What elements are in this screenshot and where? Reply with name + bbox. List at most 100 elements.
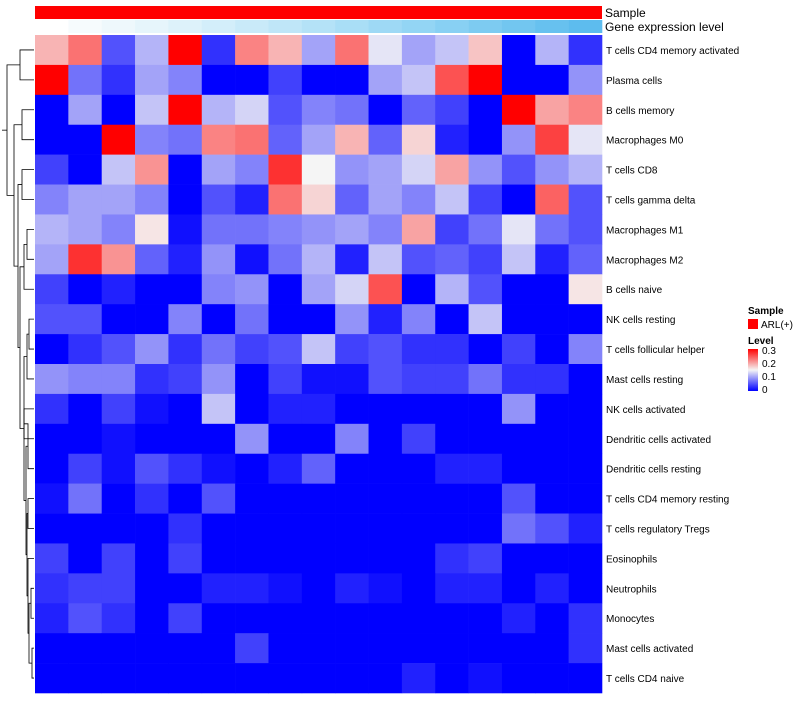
heatmap-cell: [68, 453, 103, 484]
legend-level-title: Level: [748, 336, 774, 347]
heatmap-cell: [201, 64, 236, 96]
heatmap-cell: [135, 94, 169, 126]
heatmap-cell: [35, 274, 69, 305]
heatmap-cell: [101, 274, 136, 305]
heatmap-cell: [301, 214, 336, 245]
heatmap-cell: [68, 124, 103, 155]
heatmap-cell: [68, 35, 103, 66]
heatmap-cell: [201, 633, 236, 664]
heatmap-cell: [335, 483, 369, 514]
heatmap-cell: [468, 513, 503, 544]
row-label: Dendritic cells activated: [606, 435, 711, 446]
dendrogram-branch: [23, 243, 34, 290]
heatmap-cell: [401, 304, 436, 335]
heatmap-cell: [268, 483, 303, 514]
heatmap-cell: [68, 274, 103, 305]
heatmap-cell: [301, 423, 336, 455]
annotation-cell-expression: [201, 20, 236, 33]
heatmap-cell: [535, 304, 569, 335]
heatmap-cell: [135, 304, 169, 335]
heatmap-cell: [335, 304, 369, 335]
heatmap-cell: [501, 64, 536, 96]
heatmap-cell: [235, 184, 269, 215]
heatmap-cell: [301, 154, 336, 185]
heatmap-cell: [135, 124, 169, 155]
heatmap-cell: [435, 633, 469, 664]
dendrogram-branch: [28, 318, 34, 350]
heatmap-cell: [368, 304, 403, 335]
heatmap-cell: [68, 214, 103, 245]
heatmap-cell: [401, 124, 436, 155]
row-label: Mast cells activated: [606, 644, 693, 655]
heatmap-cell: [468, 603, 503, 634]
row-label: Neutrophils: [606, 584, 657, 595]
heatmap-cell: [35, 94, 69, 126]
heatmap-cell: [168, 423, 203, 455]
heatmap-cell: [268, 423, 303, 455]
heatmap-cell: [101, 244, 136, 275]
heatmap-cell: [435, 244, 469, 275]
heatmap-cell: [535, 364, 569, 395]
row-label: Macrophages M2: [606, 255, 684, 266]
heatmap-cell: [468, 364, 503, 395]
heatmap-cell: [401, 274, 436, 305]
heatmap-cell: [435, 543, 469, 574]
heatmap-cell: [135, 364, 169, 395]
heatmap-cell: [301, 633, 336, 664]
heatmap-cell: [368, 513, 403, 544]
heatmap-cell: [35, 304, 69, 335]
annotation-cell-expression: [301, 20, 336, 33]
annotation-bar-sample: [35, 6, 602, 19]
heatmap-cell: [568, 513, 603, 544]
heatmap-cell: [501, 274, 536, 305]
heatmap-cell: [401, 453, 436, 484]
heatmap-cell: [268, 573, 303, 604]
heatmap-cell: [168, 573, 203, 604]
heatmap-cell: [268, 304, 303, 335]
heatmap-cell: [435, 483, 469, 514]
heatmap-cell: [201, 453, 236, 484]
heatmap-cell: [101, 663, 136, 694]
annotation-cell-expression: [235, 20, 269, 33]
heatmap-cell: [368, 35, 403, 66]
heatmap-cell: [435, 393, 469, 425]
heatmap-cell: [35, 453, 69, 484]
heatmap-cell: [535, 453, 569, 484]
heatmap-cell: [168, 633, 203, 664]
heatmap-cell: [301, 513, 336, 544]
heatmap-cell: [268, 364, 303, 395]
annotation-cell-expression: [501, 20, 536, 33]
heatmap-cell: [435, 453, 469, 484]
heatmap-cell: [135, 513, 169, 544]
heatmap-cell: [101, 94, 136, 126]
heatmap-cell: [468, 244, 503, 275]
heatmap-cell: [35, 334, 69, 365]
row-label: NK cells activated: [606, 405, 685, 416]
heatmap-cell: [535, 423, 569, 455]
heatmap-cell: [235, 364, 269, 395]
annotation-label-expression: Gene expression level: [605, 20, 724, 34]
heatmap-cell: [101, 603, 136, 634]
heatmap-cell: [201, 94, 236, 126]
annotation-cell-expression: [468, 20, 503, 33]
heatmap-cell: [101, 154, 136, 185]
heatmap-cell: [501, 543, 536, 574]
heatmap-cell: [68, 663, 103, 694]
heatmap-cell: [468, 214, 503, 245]
heatmap-cell: [368, 573, 403, 604]
heatmap-cell: [568, 94, 603, 126]
heatmap-cell: [201, 154, 236, 185]
heatmap-cell: [68, 244, 103, 275]
heatmap-cell: [68, 393, 103, 425]
dendrogram-branch: [28, 602, 32, 664]
heatmap-cell: [335, 603, 369, 634]
dendrogram-branch: [19, 49, 34, 81]
heatmap-cell: [301, 364, 336, 395]
row-label: T cells CD4 naive: [606, 674, 685, 685]
heatmap-cell: [501, 214, 536, 245]
heatmap-cell: [335, 154, 369, 185]
heatmap-cell: [368, 154, 403, 185]
heatmap-cell: [501, 124, 536, 155]
annotation-cell-expression: [435, 20, 469, 33]
heatmap-cell: [401, 603, 436, 634]
